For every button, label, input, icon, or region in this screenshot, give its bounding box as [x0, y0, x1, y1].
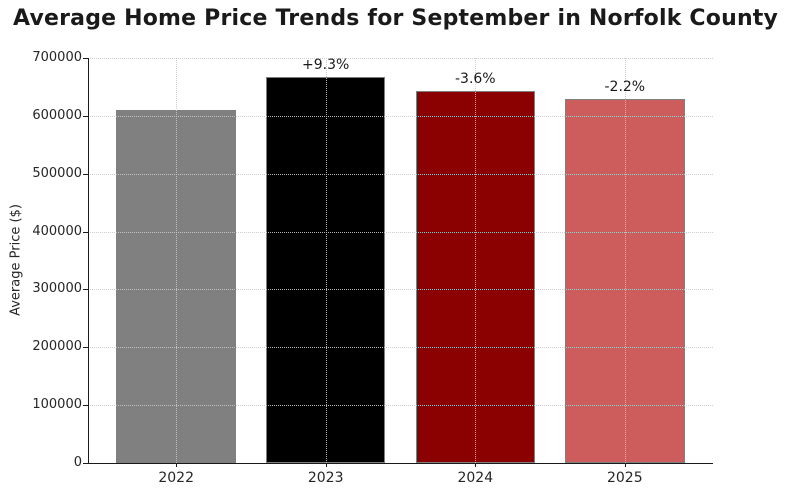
v-gridline — [624, 58, 626, 463]
h-gridline — [88, 58, 713, 59]
x-tick-mark — [176, 463, 178, 467]
v-gridline — [176, 58, 178, 463]
x-tick-label-2025: 2025 — [606, 470, 643, 486]
y-tick-mark — [83, 463, 88, 464]
y-tick-mark — [83, 115, 88, 117]
y-axis-label: Average Price ($) — [8, 204, 24, 316]
chart-title: Average Home Price Trends for September … — [13, 6, 779, 31]
x-tick-label-2023: 2023 — [307, 470, 344, 486]
x-tick-label-2022: 2022 — [158, 470, 194, 486]
v-gridline — [475, 58, 477, 463]
y-tick-label-0: 0 — [73, 455, 82, 470]
y-tick-mark — [83, 231, 88, 233]
y-tick-label-100000: 100000 — [32, 397, 82, 413]
v-gridline — [325, 58, 327, 463]
h-gridline — [88, 347, 713, 349]
h-gridline — [88, 173, 713, 175]
h-gridline — [88, 405, 713, 407]
y-tick-label-700000: 700000 — [32, 50, 82, 65]
h-gridline — [88, 231, 713, 233]
y-tick-mark — [83, 405, 88, 407]
x-tick-mark — [325, 463, 327, 467]
y-tick-mark — [83, 58, 88, 59]
bottom-spine — [88, 463, 713, 464]
plot-area: 2022 2023 +9.3% 2024 -3.6% 2025 -2.2% 0 100000 20… — [32, 50, 713, 486]
y-tick-label-500000: 500000 — [32, 165, 82, 181]
x-tick-mark — [624, 463, 626, 467]
h-gridline — [88, 289, 713, 291]
y-tick-label-200000: 200000 — [32, 339, 82, 355]
y-tick-mark — [83, 289, 88, 291]
x-tick-mark — [475, 463, 477, 467]
left-spine — [88, 58, 89, 464]
y-tick-mark — [83, 347, 88, 349]
pct-label-2023: +9.3% — [302, 57, 350, 74]
pct-label-2024: -3.6% — [454, 71, 496, 88]
h-gridline — [88, 115, 713, 117]
y-tick-mark — [83, 173, 88, 175]
pct-label-2025: -2.2% — [604, 79, 646, 96]
x-tick-label-2024: 2024 — [457, 470, 494, 486]
y-tick-label-600000: 600000 — [32, 107, 82, 123]
y-tick-label-400000: 400000 — [32, 223, 82, 239]
y-tick-label-300000: 300000 — [32, 281, 82, 297]
